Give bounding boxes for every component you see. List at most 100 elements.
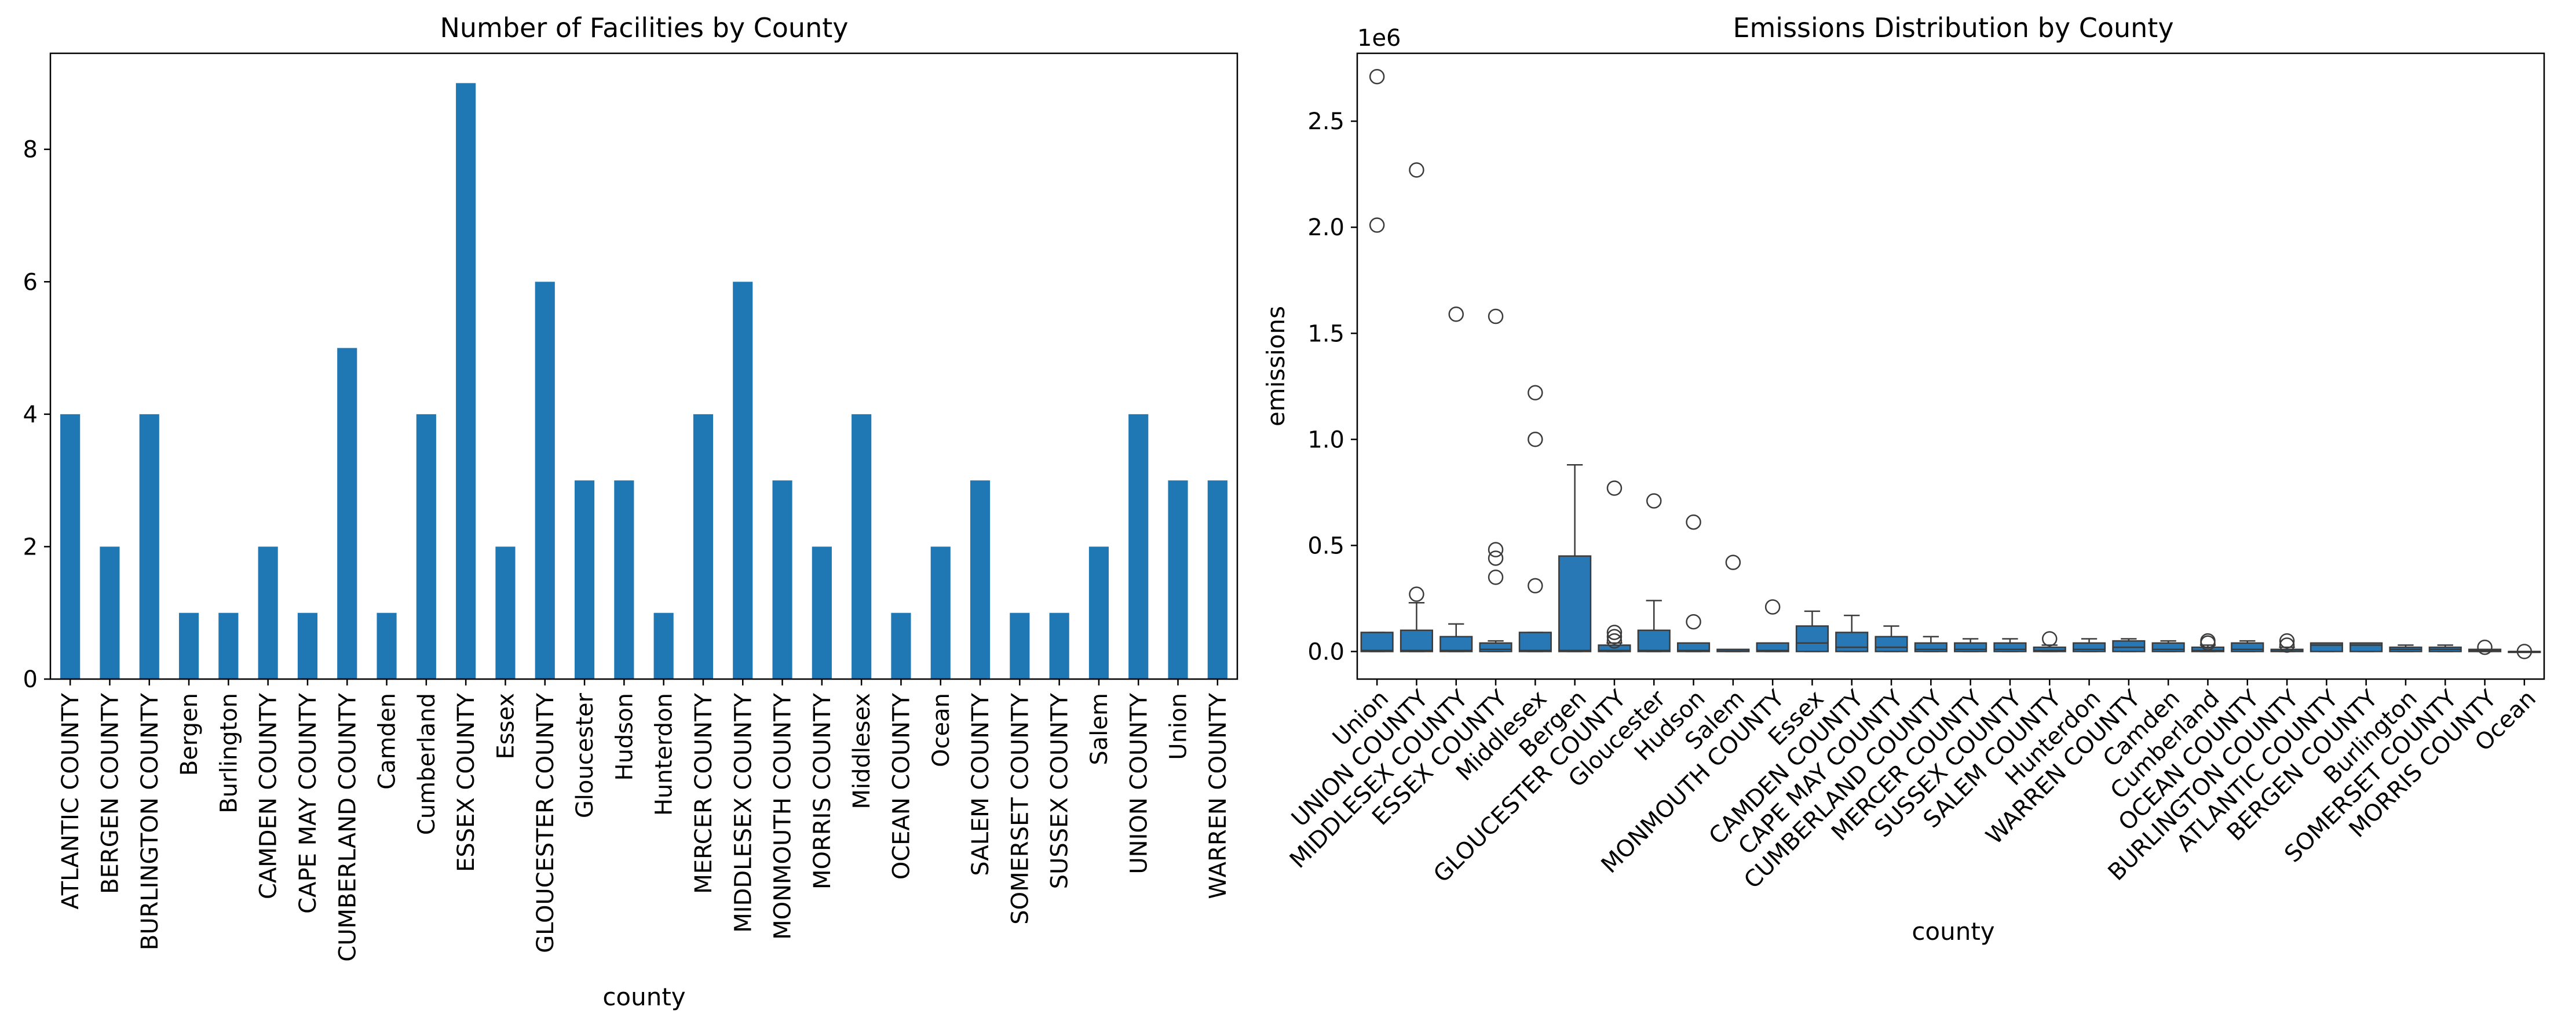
- y-tick-label: 8: [23, 137, 38, 163]
- x-tick-label: GLOUCESTER COUNTY: [532, 692, 559, 953]
- bar: [535, 282, 555, 679]
- outlier-point: [1686, 614, 1701, 630]
- y-tick-label: 0.5: [1307, 532, 1344, 559]
- bar-chart-title: Number of Facilities by County: [440, 12, 848, 43]
- bar: [456, 83, 476, 679]
- bar: [218, 612, 239, 679]
- outlier-point: [1409, 586, 1424, 602]
- outlier-point: [1488, 542, 1504, 557]
- box: [1637, 629, 1671, 652]
- x-tick-label: CAPE MAY COUNTY: [295, 692, 321, 913]
- x-tick-label: Burlington: [215, 693, 242, 814]
- bar: [733, 282, 753, 679]
- x-tick-label: Camden: [374, 693, 401, 790]
- outlier-point: [2042, 631, 2058, 647]
- box: [1795, 625, 1829, 652]
- outlier-point: [1606, 629, 1623, 645]
- y-tick-label: 4: [23, 402, 38, 428]
- outlier-point: [1369, 69, 1385, 85]
- box: [1993, 642, 2027, 652]
- x-tick-label: Cumberland: [414, 693, 440, 835]
- box-y-axis-label: emissions: [1262, 306, 1290, 426]
- box-plot-frame: [1356, 52, 2545, 680]
- box-x-axis-label: county: [1912, 917, 1994, 946]
- x-tick-label: Middlesex: [849, 693, 875, 809]
- outlier-point: [1448, 307, 1464, 322]
- x-tick-label: BURLINGTON COUNTY: [137, 692, 163, 950]
- x-tick-label: Union: [1165, 693, 1192, 760]
- x-tick-label: BERGEN COUNTY: [97, 692, 123, 893]
- x-tick-label: ESSEX COUNTY: [453, 692, 480, 871]
- box: [1835, 632, 1869, 652]
- x-tick-label: MORRIS COUNTY: [809, 692, 836, 889]
- y-tick-label: 0.0: [1307, 639, 1344, 665]
- x-tick-label: MONMOUTH COUNTY: [770, 692, 796, 939]
- box: [1756, 642, 1789, 652]
- bar-x-axis-label: county: [602, 983, 685, 1011]
- x-tick-label: SUSSEX COUNTY: [1047, 692, 1073, 889]
- x-tick-label: SOMERSET COUNTY: [1007, 692, 1033, 924]
- outlier-point: [1725, 555, 1741, 570]
- bar: [139, 414, 159, 679]
- box: [1558, 555, 1592, 652]
- box: [2231, 642, 2264, 652]
- outlier-point: [1488, 550, 1504, 566]
- x-tick-label: Hudson: [611, 693, 638, 780]
- box: [1479, 642, 1512, 652]
- box: [1400, 629, 1434, 652]
- bar: [416, 414, 436, 679]
- box: [1360, 632, 1394, 652]
- y-tick-label: 2.0: [1307, 214, 1344, 241]
- box: [2033, 646, 2066, 652]
- outlier-point: [1606, 625, 1623, 640]
- box-chart-title: Emissions Distribution by County: [1733, 12, 2173, 43]
- outlier-point: [2279, 633, 2295, 649]
- bar: [1010, 612, 1030, 679]
- facilities-bar-chart: Number of Facilities by County ATLANTIC …: [23, 12, 1238, 1011]
- x-tick-label: CAMDEN COUNTY: [255, 692, 282, 899]
- x-tick-label: Salem: [1086, 693, 1113, 765]
- box: [2151, 642, 2185, 652]
- bar: [574, 480, 595, 679]
- y-tick-label: 6: [23, 269, 38, 296]
- box: [2350, 642, 2383, 652]
- bar: [178, 612, 199, 679]
- box: [2310, 642, 2343, 652]
- x-tick-label: SALEM COUNTY: [967, 692, 994, 876]
- bar: [653, 612, 674, 679]
- bar: [1168, 480, 1188, 679]
- bar: [891, 612, 911, 679]
- outlier-point: [1606, 633, 1623, 649]
- x-tick-label: Essex: [492, 693, 519, 760]
- outlier-point: [1488, 308, 1504, 324]
- y-tick-label: 0: [23, 666, 38, 693]
- y-tick-label: 1.5: [1307, 320, 1344, 347]
- outlier-point: [1528, 432, 1543, 447]
- x-tick-label: WARREN COUNTY: [1205, 692, 1232, 899]
- outlier-point: [1606, 480, 1623, 496]
- box: [1914, 642, 1947, 652]
- x-tick-label: MIDDLESEX COUNTY: [730, 692, 757, 932]
- bar: [1049, 612, 1069, 679]
- x-tick-label: Bergen: [176, 693, 203, 776]
- x-tick-label: OCEAN COUNTY: [888, 692, 915, 880]
- outlier-point: [1528, 385, 1543, 401]
- box-y-offset-label: 1e6: [1357, 25, 1401, 52]
- bar: [1088, 546, 1109, 679]
- y-tick-label: 1.0: [1307, 426, 1344, 453]
- outlier-point: [1528, 578, 1543, 594]
- y-tick-label: 2: [23, 534, 38, 560]
- x-tick-label: CUMBERLAND COUNTY: [334, 692, 361, 961]
- bar: [100, 546, 120, 679]
- bar: [1207, 480, 1227, 679]
- outlier-point: [1764, 599, 1781, 615]
- bar: [812, 546, 832, 679]
- bar: [772, 480, 792, 679]
- box: [1676, 642, 1711, 652]
- y-tick-label: 2.5: [1307, 108, 1344, 135]
- x-tick-label: Hunterdon: [651, 693, 678, 816]
- box: [2072, 642, 2106, 652]
- outlier-point: [2200, 635, 2216, 651]
- outlier-point: [2516, 644, 2533, 659]
